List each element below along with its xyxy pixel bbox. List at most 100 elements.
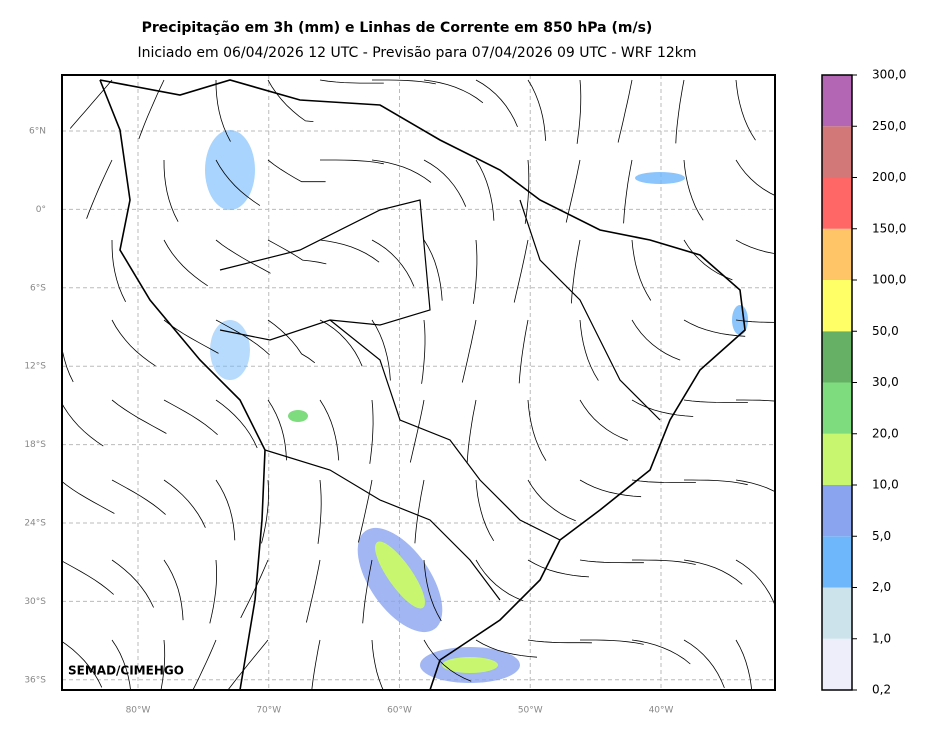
colorbar-bin <box>822 587 852 639</box>
streamline <box>683 319 746 337</box>
streamline <box>267 79 314 122</box>
colorbar-frame <box>821 74 853 691</box>
colorbar-bin <box>822 280 852 332</box>
streamline <box>215 239 271 274</box>
title: Precipitação em 3h (mm) e Linhas de Corr… <box>142 20 653 36</box>
colorbar-bin <box>822 75 852 127</box>
streamline <box>735 79 756 141</box>
streamline <box>735 159 775 196</box>
colorbar-label: 2,0 <box>872 580 891 594</box>
streamline <box>735 479 775 493</box>
colorbar-bin <box>822 228 852 280</box>
streamline <box>18 160 60 208</box>
lon-label: 40°W <box>649 706 674 716</box>
subtitle: Iniciado em 06/04/2026 12 UTC - Previsão… <box>137 45 696 61</box>
streamline <box>261 479 269 544</box>
streamline <box>320 159 384 165</box>
streamline <box>579 559 644 564</box>
streamline <box>62 402 104 447</box>
streamline <box>527 639 592 644</box>
streamline <box>475 479 495 542</box>
streamline <box>215 319 270 356</box>
streamline <box>735 319 775 323</box>
streamline <box>215 399 258 449</box>
streamline <box>317 479 322 544</box>
colorbar-bin <box>822 177 852 229</box>
colorbar-label: 250,0 <box>872 119 906 133</box>
streamline <box>111 479 166 515</box>
streamline <box>513 239 529 303</box>
streamline <box>579 319 599 381</box>
streamline <box>20 80 60 130</box>
streamline <box>623 159 633 224</box>
streamline <box>684 479 748 486</box>
streamline <box>423 639 472 682</box>
lon-label: 50°W <box>518 706 543 716</box>
streamline <box>576 79 582 144</box>
streamline <box>267 319 316 364</box>
streamline <box>632 559 696 565</box>
streamline <box>138 79 165 139</box>
streamline <box>527 479 576 522</box>
streamline <box>371 239 415 287</box>
colorbar-label: 10,0 <box>872 478 899 492</box>
streamline <box>163 479 206 528</box>
colorbar-label: 100,0 <box>872 273 906 287</box>
streamline <box>163 159 179 222</box>
streamline <box>163 239 208 287</box>
streamline <box>227 639 269 690</box>
streamline <box>371 639 384 690</box>
streamline <box>423 559 442 622</box>
streamline <box>111 559 154 608</box>
streamline <box>319 239 380 263</box>
lat-label: 6°N <box>29 127 46 137</box>
streamline <box>306 559 321 623</box>
streamline <box>371 319 391 381</box>
streamline <box>267 239 327 265</box>
streamline <box>631 399 694 417</box>
streamline <box>409 399 425 463</box>
lat-label: 24°S <box>24 519 46 529</box>
streamline <box>86 159 113 219</box>
streamline <box>579 399 629 441</box>
streamline <box>111 319 156 367</box>
streamline <box>209 559 218 624</box>
streamline <box>735 559 775 607</box>
streamline <box>371 159 432 183</box>
colorbar-bin <box>822 536 852 588</box>
streamline <box>111 239 126 302</box>
streamline <box>466 399 477 464</box>
streamline <box>631 239 652 301</box>
streamline <box>319 399 340 461</box>
streamline <box>423 239 443 301</box>
colorbar-label: 0,2 <box>872 683 891 697</box>
lat-label: 0° <box>36 205 46 215</box>
streamline <box>675 79 685 144</box>
colorbar-label: 150,0 <box>872 221 906 235</box>
colorbar-label: 1,0 <box>872 631 891 645</box>
precipitation <box>205 130 748 683</box>
colorbar-label: 200,0 <box>872 170 906 184</box>
colorbar-bin <box>822 331 852 383</box>
streamline <box>475 159 495 221</box>
streamline <box>421 319 426 384</box>
streamline <box>518 319 529 384</box>
colorbar-bin <box>822 382 852 434</box>
streamline <box>160 639 166 690</box>
streamline <box>683 239 733 281</box>
colorbar-label: 50,0 <box>872 324 899 338</box>
streamline <box>372 79 436 85</box>
streamline <box>192 639 217 690</box>
streamline <box>414 479 425 544</box>
streamline <box>580 639 644 645</box>
streamline <box>736 399 775 402</box>
streamline <box>527 79 547 141</box>
colorbar-label: 20,0 <box>872 426 899 440</box>
lon-label: 70°W <box>256 706 281 716</box>
streamline <box>215 159 261 206</box>
lat-label: 36°S <box>24 675 46 685</box>
streamline <box>62 481 115 514</box>
lat-label: 12°S <box>24 362 46 372</box>
coastline <box>99 79 746 690</box>
